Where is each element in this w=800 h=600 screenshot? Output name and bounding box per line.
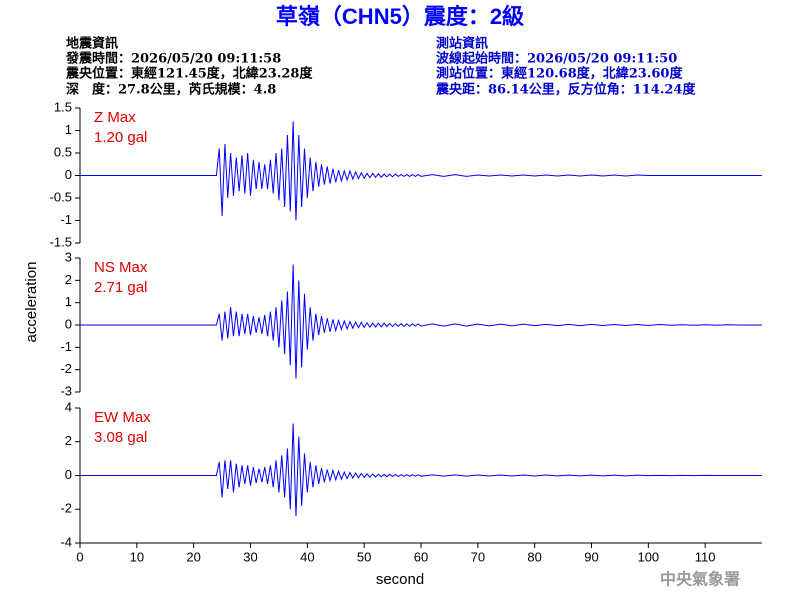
x-tick-label: 50 (357, 549, 371, 564)
info-text: 地震資訊 (66, 36, 118, 52)
y-tick-label: 0 (65, 467, 72, 482)
y-tick-label: 1 (65, 122, 72, 137)
annotation: EW Max (94, 409, 151, 426)
waveform (80, 121, 762, 221)
y-tick-label: -1 (60, 212, 72, 227)
info-text: 震央距：86.14公里，反方位角：114.24度 (435, 82, 696, 98)
x-axis-label: second (376, 571, 424, 588)
y-axis-label: acceleration (23, 262, 40, 343)
y-tick-label: 0 (65, 316, 72, 331)
y-tick-label: 0 (65, 167, 72, 182)
x-tick-label: 20 (186, 549, 200, 564)
info-text: 波線起始時間：2026/05/20 09:11:50 (436, 51, 677, 67)
watermark: 中央氣象署 (660, 570, 740, 589)
x-tick-label: 100 (637, 549, 659, 564)
x-tick-label: 60 (414, 549, 428, 564)
x-tick-label: 110 (695, 549, 716, 564)
annotation: 2.71 gal (94, 279, 147, 296)
y-tick-label: 1 (65, 294, 72, 309)
x-tick-label: 0 (76, 549, 83, 564)
annotation: 3.08 gal (94, 429, 147, 446)
x-tick-label: 40 (300, 549, 314, 564)
y-tick-label: 1.5 (54, 99, 72, 114)
y-tick-label: -1.5 (50, 234, 72, 249)
y-tick-label: -2 (60, 501, 72, 516)
y-tick-label: -4 (60, 534, 72, 549)
info-text: 震央位置：東經121.45度，北緯23.28度 (65, 66, 313, 82)
x-tick-label: 70 (471, 549, 485, 564)
x-tick-label: 80 (527, 549, 541, 564)
y-tick-label: 3 (65, 249, 72, 264)
y-tick-label: -0.5 (50, 189, 72, 204)
info-text: 深 度：27.8公里，芮氏規模：4.8 (66, 82, 276, 98)
y-tick-label: -3 (60, 383, 72, 398)
waveform (80, 423, 762, 517)
info-text: 測站位置：東經120.68度，北緯23.60度 (436, 66, 683, 82)
waveform (80, 264, 762, 379)
annotation: NS Max (94, 259, 148, 276)
info-text: 測站資訊 (436, 36, 488, 52)
y-tick-label: 2 (65, 433, 72, 448)
info-text: 發震時間：2026/05/20 09:11:58 (65, 51, 281, 67)
annotation: 1.20 gal (94, 129, 147, 146)
chart-title: 草嶺（CHN5）震度：2級 (276, 4, 524, 29)
y-tick-label: -2 (60, 361, 72, 376)
y-tick-label: 0.5 (54, 144, 72, 159)
y-tick-label: 2 (65, 272, 72, 287)
y-tick-label: 4 (65, 399, 72, 414)
x-tick-label: 10 (130, 549, 144, 564)
x-tick-label: 30 (243, 549, 257, 564)
x-tick-label: 90 (584, 549, 598, 564)
y-tick-label: -1 (60, 339, 72, 354)
annotation: Z Max (94, 109, 136, 126)
